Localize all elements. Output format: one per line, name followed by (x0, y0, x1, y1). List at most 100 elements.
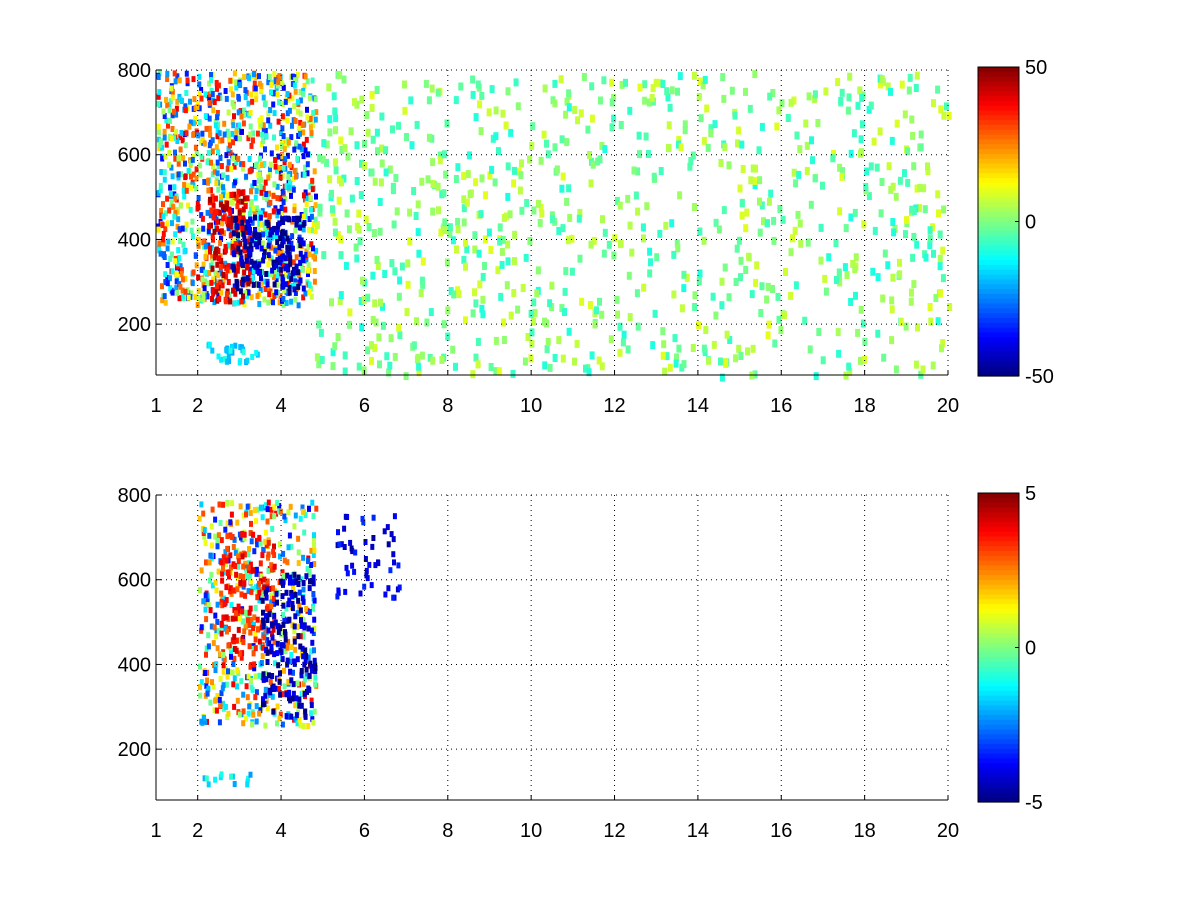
heatmap-cell (796, 170, 802, 179)
heatmap-cell (156, 129, 161, 136)
heatmap-cell (172, 108, 176, 115)
heatmap-cell (275, 259, 280, 266)
heatmap-cell (266, 79, 271, 86)
heatmap-cell (221, 272, 226, 278)
heatmap-cell (293, 282, 298, 289)
heatmap-cell (542, 361, 548, 370)
heatmap-cell (199, 297, 204, 304)
heatmap-cell (698, 114, 704, 123)
heatmap-cell (310, 177, 315, 184)
heatmap-cell (465, 170, 471, 179)
heatmap-cell (289, 275, 294, 282)
heatmap-cell (280, 113, 285, 120)
heatmap-cell (298, 607, 303, 614)
heatmap-cell (378, 298, 383, 307)
heatmap-cell (208, 91, 213, 98)
heatmap-cell (527, 155, 533, 164)
heatmap-cell (312, 647, 316, 654)
heatmap-cell (238, 503, 243, 510)
heatmap-cell (545, 337, 551, 346)
heatmap-cell (268, 166, 272, 173)
heatmap-cell (563, 110, 569, 119)
heatmap-cell (192, 96, 197, 103)
heatmap-cell (244, 683, 249, 690)
heatmap-cell (274, 262, 279, 269)
heatmap-cell (215, 170, 220, 177)
heatmap-cell (232, 633, 237, 640)
heatmap-cell (272, 110, 277, 117)
heatmap-cell (281, 621, 286, 628)
heatmap-cell (208, 245, 213, 252)
colorbar-step (978, 178, 1019, 184)
heatmap-cell (283, 156, 288, 163)
heatmap-cell (207, 95, 212, 102)
heatmap-cell (780, 215, 786, 224)
heatmap-cell (290, 622, 295, 629)
heatmap-cell (479, 174, 485, 183)
heatmap-cell (209, 207, 214, 214)
heatmap-cell (877, 80, 883, 89)
heatmap-cell (234, 84, 239, 91)
heatmap-cell (253, 630, 258, 637)
heatmap-cell (279, 249, 284, 256)
heatmap-cell (265, 281, 270, 288)
heatmap-cell (266, 627, 271, 634)
heatmap-cell (216, 627, 221, 634)
heatmap-cell (165, 262, 170, 268)
heatmap-cell (281, 581, 285, 588)
heatmap-cell (277, 164, 282, 171)
heatmap-cell (257, 710, 262, 717)
heatmap-cell (231, 661, 236, 667)
colorbar-step (978, 613, 1019, 620)
heatmap-cell (399, 262, 405, 271)
heatmap-cell (674, 239, 680, 248)
colorbar-step (978, 182, 1019, 189)
heatmap-cell (233, 342, 238, 349)
heatmap-cell (241, 691, 246, 698)
heatmap-cell (863, 183, 869, 191)
heatmap-cell (184, 130, 189, 137)
heatmap-cell (156, 190, 161, 197)
heatmap-cell (327, 175, 333, 184)
heatmap-cell (278, 631, 283, 638)
heatmap-cell (282, 513, 287, 520)
heatmap-cell (175, 289, 180, 296)
heatmap-cell (300, 645, 305, 652)
heatmap-cell (405, 259, 411, 268)
heatmap-cell (307, 585, 312, 592)
heatmap-cell (161, 108, 166, 115)
heatmap-cell (642, 80, 648, 89)
heatmap-cell (268, 161, 273, 168)
colorbar-step (978, 526, 1019, 533)
heatmap-cell (752, 370, 758, 379)
heatmap-cell (744, 208, 750, 217)
heatmap-cell (247, 703, 252, 710)
heatmap-cell (839, 172, 845, 181)
heatmap-cell (820, 356, 826, 365)
heatmap-cell (640, 223, 646, 232)
heatmap-cell (202, 533, 207, 540)
heatmap-cell (308, 206, 313, 213)
heatmap-cell (675, 87, 680, 96)
heatmap-cell (312, 268, 317, 274)
heatmap-cell (170, 238, 175, 245)
colorbar-step (978, 153, 1019, 160)
heatmap-cell (891, 228, 897, 237)
heatmap-cell (424, 318, 430, 327)
heatmap-cell (866, 192, 872, 201)
colorbar-step (978, 618, 1019, 624)
heatmap-cell (213, 697, 218, 704)
heatmap-cell (719, 373, 725, 382)
heatmap-cell (385, 524, 390, 531)
heatmap-cell (348, 539, 353, 546)
heatmap-cell (181, 187, 186, 194)
heatmap-cell (246, 617, 250, 624)
heatmap-cell (529, 339, 535, 348)
heatmap-cell (311, 253, 316, 260)
heatmap-cell (558, 75, 564, 84)
heatmap-cell (383, 168, 389, 177)
heatmap-cell (177, 295, 182, 302)
heatmap-cell (795, 210, 801, 219)
heatmap-cell (266, 252, 271, 259)
colorbar-step (978, 289, 1019, 295)
